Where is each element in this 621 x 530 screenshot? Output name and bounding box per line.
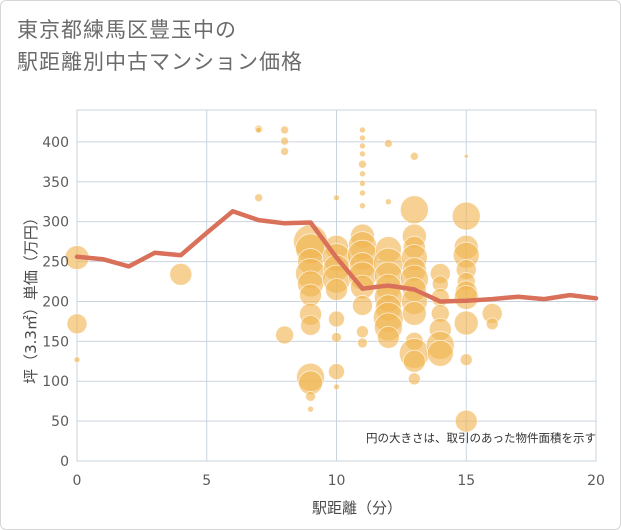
- y-tick-label: 300: [42, 215, 69, 231]
- bubble-point: [359, 134, 366, 142]
- y-tick-label: 250: [42, 255, 69, 271]
- bubble-point: [275, 325, 295, 345]
- bubble-point: [352, 295, 373, 316]
- y-tick-label: 150: [42, 334, 69, 350]
- bubble-point: [407, 372, 421, 386]
- title-line-1: 東京都練馬区豊玉中の: [17, 18, 237, 42]
- y-tick-label: 0: [60, 454, 69, 470]
- bubble-point: [328, 363, 345, 381]
- bubble-point: [359, 170, 366, 178]
- bubble-point: [73, 356, 81, 364]
- tick-labels: 0 50 100 150 200 250 300 350 400 0 5 10 15 20: [42, 135, 605, 489]
- y-axis-label: 坪（3.3㎡）単価（万円）: [22, 210, 40, 384]
- trend-line-series: [74, 209, 599, 304]
- bubble-point: [384, 198, 392, 206]
- bubble-point: [399, 195, 429, 225]
- bubble-point: [356, 325, 369, 339]
- bubble-series: [64, 124, 503, 433]
- y-tick-label: 100: [42, 374, 69, 390]
- y-tick-label: 200: [42, 294, 69, 310]
- bubble-point: [357, 337, 368, 349]
- bubble-point: [383, 139, 393, 148]
- bubble-point: [426, 339, 454, 367]
- bubble-point: [359, 189, 366, 197]
- bubble-point: [359, 142, 366, 150]
- y-tick-label: 350: [42, 175, 69, 191]
- x-tick-label: 0: [73, 473, 82, 489]
- bubble-point: [307, 405, 314, 413]
- bubble-point: [300, 314, 321, 336]
- bubble-point: [280, 136, 290, 146]
- bubble-point: [454, 409, 478, 433]
- grid: [76, 109, 597, 462]
- bubble-point: [359, 202, 366, 210]
- bubble-point: [254, 193, 264, 203]
- title-line-2: 駅距離別中古マンション価格: [17, 50, 303, 74]
- x-axis-label: 駅距離（分）: [312, 499, 402, 517]
- bubble-point: [451, 201, 481, 231]
- average-price-line: [74, 209, 599, 304]
- bubble-point: [401, 301, 427, 326]
- x-tick-label: 15: [457, 473, 475, 489]
- bubble-point: [325, 278, 348, 301]
- bubble-point: [169, 262, 193, 286]
- bubble-point: [359, 179, 366, 187]
- bubble-point: [299, 283, 322, 307]
- bubble-point: [485, 317, 499, 331]
- bubble-point: [333, 194, 340, 202]
- x-tick-label: 20: [587, 473, 605, 489]
- bubble-point: [305, 390, 316, 402]
- bubble-point: [453, 285, 479, 310]
- bubble-point: [402, 349, 426, 373]
- size-annotation: 円の大きさは、取引のあった物件面積を示す: [366, 431, 596, 445]
- y-tick-label: 400: [42, 135, 69, 151]
- bubble-point: [453, 310, 479, 336]
- bubble-point: [328, 310, 345, 328]
- bubble-point: [280, 147, 290, 156]
- bubble-point: [459, 353, 473, 367]
- bubble-point: [333, 383, 340, 391]
- bubble-point: [255, 126, 263, 134]
- bubble-point: [463, 153, 469, 159]
- bubble-point: [359, 150, 366, 158]
- chart-title: 東京都練馬区豊玉中の 駅距離別中古マンション価格: [17, 14, 577, 78]
- bubble-point: [358, 159, 367, 169]
- bubble-point: [280, 125, 290, 135]
- bubble-point: [359, 126, 366, 134]
- bubble-point: [66, 313, 88, 335]
- bubble-point: [376, 325, 400, 349]
- bubble-point: [331, 331, 342, 343]
- x-tick-label: 5: [202, 473, 211, 489]
- x-tick-label: 10: [328, 473, 346, 489]
- bubble-point: [409, 151, 419, 161]
- y-tick-label: 50: [51, 414, 69, 430]
